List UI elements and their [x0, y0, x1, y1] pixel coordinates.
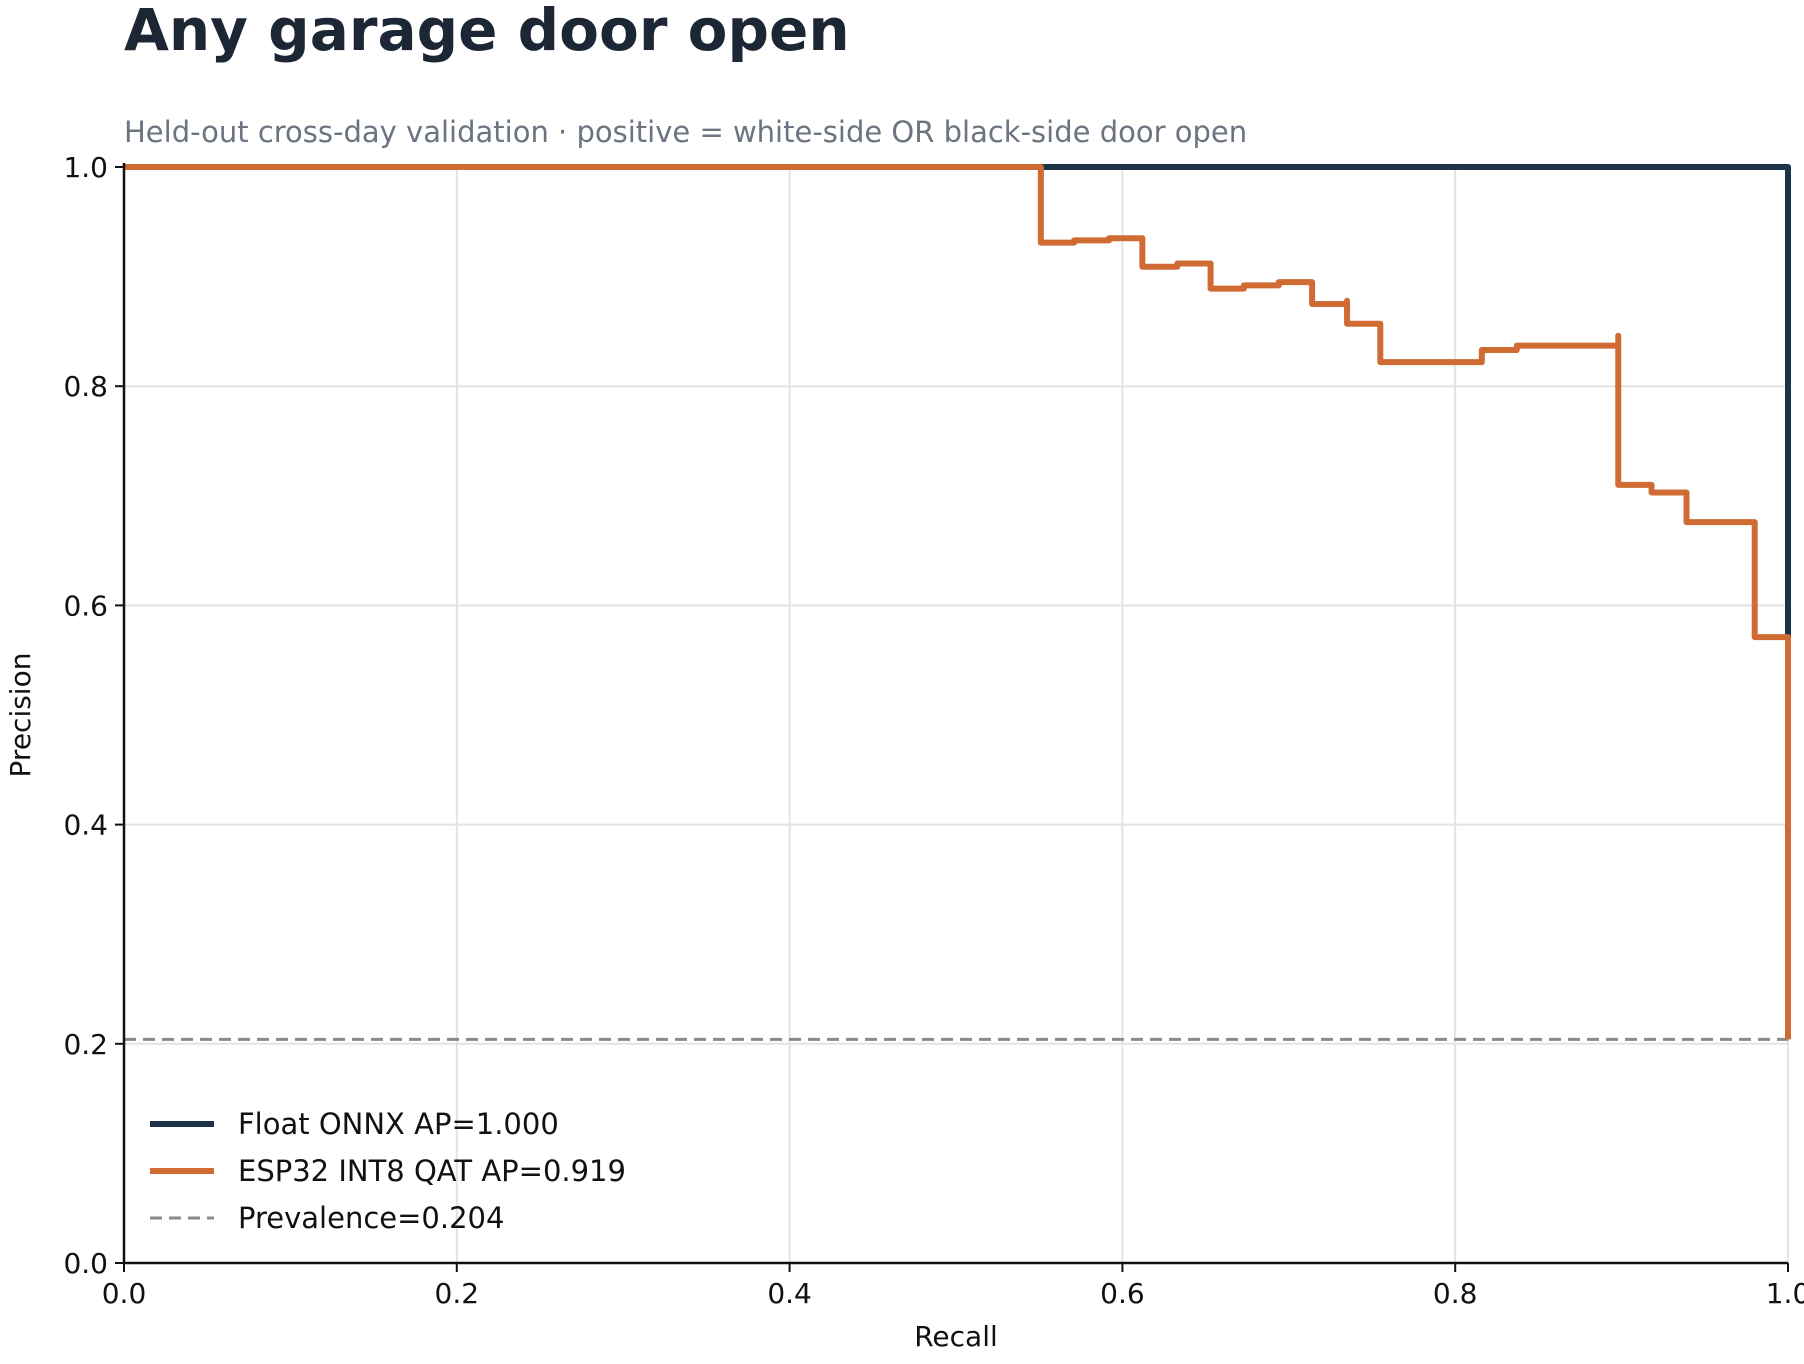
legend: Float ONNX AP=1.000 ESP32 INT8 QAT AP=0.9…	[150, 1107, 626, 1235]
chart-subtitle: Held-out cross-day validation · positive…	[124, 115, 1247, 149]
y-axis-label: Precision	[4, 653, 37, 778]
y-tick-label: 0.6	[63, 589, 108, 622]
y-tick-label: 0.0	[63, 1247, 108, 1280]
y-tick-label: 0.4	[63, 809, 108, 842]
y-tick-label: 1.0	[63, 151, 108, 184]
chart-title: Any garage door open	[124, 0, 850, 64]
float-onnx-line	[124, 164, 1791, 639]
x-tick-label: 0.2	[435, 1277, 480, 1310]
y-tick-label: 0.8	[63, 370, 108, 403]
x-tick-label: 0.4	[767, 1277, 812, 1310]
x-tick-label: 1.0	[1766, 1277, 1804, 1310]
legend-label: ESP32 INT8 QAT AP=0.919	[238, 1154, 626, 1188]
y-tick-label: 0.2	[63, 1028, 108, 1061]
x-tick-label: 0.0	[102, 1277, 147, 1310]
x-axis-label: Recall	[914, 1320, 998, 1353]
esp32-int8-line	[124, 164, 1791, 1040]
legend-label: Prevalence=0.204	[238, 1201, 504, 1235]
axes	[115, 163, 1789, 1272]
legend-label: Float ONNX AP=1.000	[238, 1107, 559, 1141]
x-tick-label: 0.8	[1433, 1277, 1478, 1310]
series-lines	[124, 164, 1791, 1041]
x-tick-label: 0.6	[1100, 1277, 1145, 1310]
grid-lines	[124, 166, 1789, 1263]
tick-labels: 0.0 0.2 0.4 0.6 0.8 1.0 0.0 0.2 0.4 0.6 0.8 1.0	[63, 151, 1804, 1310]
